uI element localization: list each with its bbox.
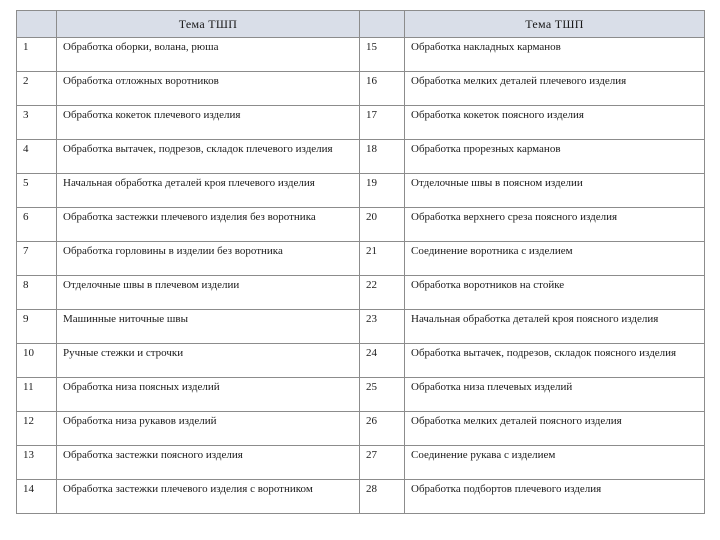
header-row: Тема ТШП Тема ТШП	[16, 10, 705, 38]
table-row: 9 Машинные ниточные швы 23 Начальная обр…	[16, 309, 705, 344]
topic-number: 9	[16, 309, 57, 344]
table-body: 1 Обработка оборки, волана, рюша 15 Обра…	[16, 37, 705, 514]
topic-title: Обработка горловины в изделии без воротн…	[56, 241, 360, 276]
header-number-right	[359, 10, 405, 38]
topic-number: 18	[359, 139, 405, 174]
table-row: 10 Ручные стежки и строчки 24 Обработка …	[16, 343, 705, 378]
topic-number: 22	[359, 275, 405, 310]
topic-number: 7	[16, 241, 57, 276]
topic-title: Отделочные швы в плечевом изделии	[56, 275, 360, 310]
topic-title: Обработка отложных воротников	[56, 71, 360, 106]
topics-sheet: Тема ТШП Тема ТШП 1 Обработка оборки, во…	[16, 10, 705, 514]
topic-number: 2	[16, 71, 57, 106]
topic-number: 24	[359, 343, 405, 378]
topic-number: 23	[359, 309, 405, 344]
topic-title: Обработка накладных карманов	[404, 37, 705, 72]
table-row: 2 Обработка отложных воротников 16 Обраб…	[16, 71, 705, 106]
topic-title: Отделочные швы в поясном изделии	[404, 173, 705, 208]
topic-number: 3	[16, 105, 57, 140]
topic-title: Обработка кокеток поясного изделия	[404, 105, 705, 140]
topic-title: Обработка воротников на стойке	[404, 275, 705, 310]
topic-title: Обработка низа плечевых изделий	[404, 377, 705, 412]
topic-number: 17	[359, 105, 405, 140]
topic-title: Обработка низа рукавов изделий	[56, 411, 360, 446]
topic-title: Ручные стежки и строчки	[56, 343, 360, 378]
topic-number: 11	[16, 377, 57, 412]
table-row: 11 Обработка низа поясных изделий 25 Обр…	[16, 377, 705, 412]
topic-title: Обработка вытачек, подрезов, складок поя…	[404, 343, 705, 378]
header-number-left	[16, 10, 57, 38]
table-row: 5 Начальная обработка деталей кроя плече…	[16, 173, 705, 208]
header-topic-left: Тема ТШП	[56, 10, 360, 38]
topic-title: Начальная обработка деталей кроя плечево…	[56, 173, 360, 208]
topic-title: Обработка застежки поясного изделия	[56, 445, 360, 480]
topic-number: 6	[16, 207, 57, 242]
header-topic-right: Тема ТШП	[404, 10, 705, 38]
topic-number: 13	[16, 445, 57, 480]
table-row: 4 Обработка вытачек, подрезов, складок п…	[16, 139, 705, 174]
topic-number: 1	[16, 37, 57, 72]
topic-number: 10	[16, 343, 57, 378]
table-row: 12 Обработка низа рукавов изделий 26 Обр…	[16, 411, 705, 446]
topic-number: 20	[359, 207, 405, 242]
topic-title: Обработка вытачек, подрезов, складок пле…	[56, 139, 360, 174]
topic-number: 14	[16, 479, 57, 514]
topic-number: 26	[359, 411, 405, 446]
table-header: Тема ТШП Тема ТШП	[16, 10, 705, 38]
topic-number: 15	[359, 37, 405, 72]
topic-number: 28	[359, 479, 405, 514]
topic-number: 19	[359, 173, 405, 208]
topic-title: Обработка оборки, волана, рюша	[56, 37, 360, 72]
topics-table: Тема ТШП Тема ТШП 1 Обработка оборки, во…	[16, 10, 705, 514]
topic-title: Обработка прорезных карманов	[404, 139, 705, 174]
topic-number: 12	[16, 411, 57, 446]
table-row: 1 Обработка оборки, волана, рюша 15 Обра…	[16, 37, 705, 72]
topic-title: Обработка низа поясных изделий	[56, 377, 360, 412]
topic-title: Соединение рукава с изделием	[404, 445, 705, 480]
topic-number: 16	[359, 71, 405, 106]
topic-number: 5	[16, 173, 57, 208]
topic-title: Машинные ниточные швы	[56, 309, 360, 344]
topic-title: Обработка мелких деталей поясного издели…	[404, 411, 705, 446]
topic-title: Обработка застежки плечевого изделия без…	[56, 207, 360, 242]
topic-title: Обработка мелких деталей плечевого издел…	[404, 71, 705, 106]
table-row: 14 Обработка застежки плечевого изделия …	[16, 479, 705, 514]
table-row: 13 Обработка застежки поясного изделия 2…	[16, 445, 705, 480]
topic-title: Обработка застежки плечевого изделия с в…	[56, 479, 360, 514]
table-row: 3 Обработка кокеток плечевого изделия 17…	[16, 105, 705, 140]
topic-number: 27	[359, 445, 405, 480]
topic-number: 25	[359, 377, 405, 412]
topic-number: 4	[16, 139, 57, 174]
topic-number: 8	[16, 275, 57, 310]
topic-title: Соединение воротника с изделием	[404, 241, 705, 276]
table-row: 6 Обработка застежки плечевого изделия б…	[16, 207, 705, 242]
table-row: 8 Отделочные швы в плечевом изделии 22 О…	[16, 275, 705, 310]
topic-number: 21	[359, 241, 405, 276]
topic-title: Начальная обработка деталей кроя поясног…	[404, 309, 705, 344]
topic-title: Обработка верхнего среза поясного издели…	[404, 207, 705, 242]
topic-title: Обработка кокеток плечевого изделия	[56, 105, 360, 140]
topic-title: Обработка подбортов плечевого изделия	[404, 479, 705, 514]
table-row: 7 Обработка горловины в изделии без воро…	[16, 241, 705, 276]
